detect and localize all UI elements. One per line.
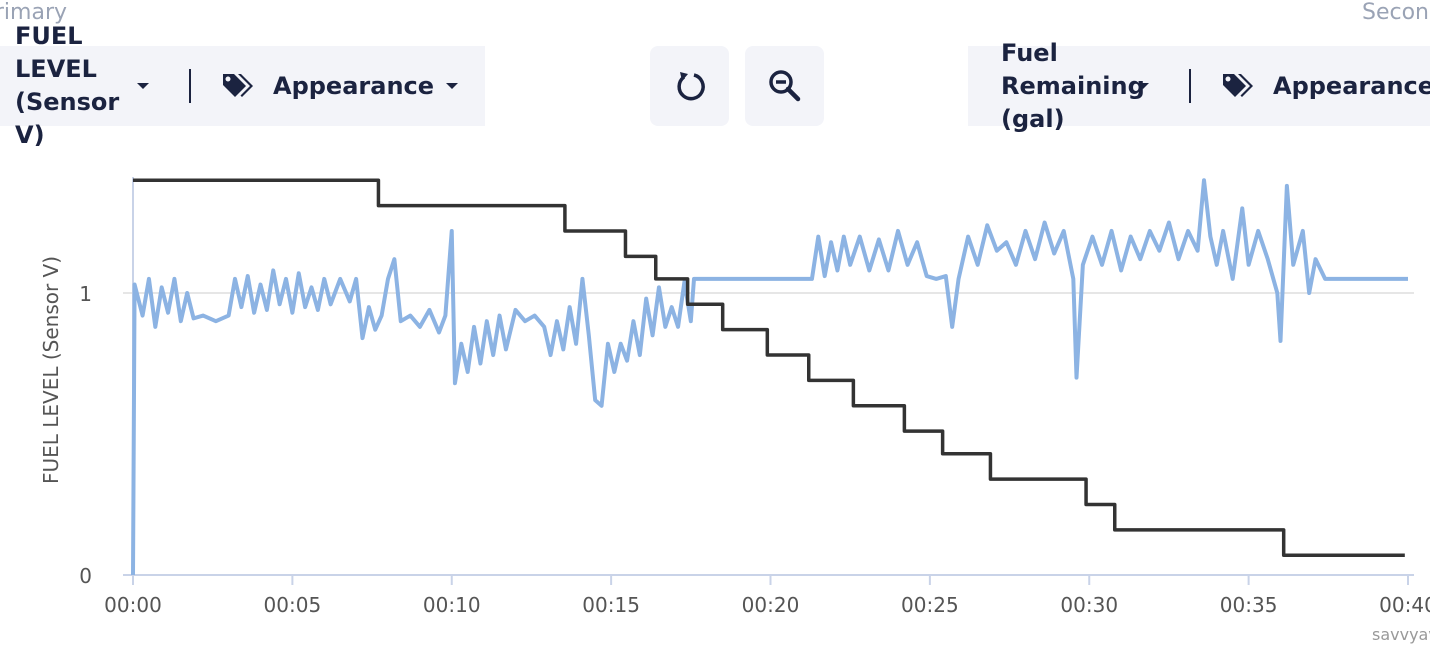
primary-axis-label: Primary <box>0 0 68 25</box>
fuel-remaining-series-line <box>133 178 1405 558</box>
x-tick-label: 00:05 <box>264 593 322 617</box>
chevron-down-icon <box>1137 83 1149 89</box>
credit-text: savvyaviation <box>1372 625 1430 644</box>
fuel-level-series-line <box>131 178 1408 576</box>
secondary-axis-label: Secondary <box>1362 0 1430 25</box>
divider <box>1189 69 1191 103</box>
appearance-label: Appearance <box>1273 72 1430 100</box>
x-tick-label: 00:30 <box>1060 593 1118 617</box>
secondary-toolbar: Fuel Remaining (gal) Appearance <box>968 39 1430 133</box>
x-tick-label: 00:35 <box>1220 593 1278 617</box>
y-tick-label: 0 <box>79 564 92 588</box>
tags-icon <box>1223 74 1253 97</box>
reset-icon <box>676 72 705 101</box>
x-tick-label: 00:25 <box>901 593 959 617</box>
x-tick-label: 00:15 <box>582 593 640 617</box>
divider <box>189 69 191 103</box>
secondary-series-select[interactable]: Fuel Remaining (gal) <box>1001 37 1149 136</box>
x-tick-label: 00:40 <box>1379 593 1430 617</box>
reset-zoom-button[interactable] <box>650 46 729 126</box>
x-tick-label: 00:20 <box>742 593 800 617</box>
zoom-out-button[interactable] <box>745 46 824 126</box>
tags-icon <box>223 74 253 97</box>
primary-toolbar: FUEL LEVEL (Sensor V) Appearance <box>0 22 485 149</box>
secondary-series-label: Fuel Remaining (gal) <box>1001 38 1145 133</box>
y-tick-label: 1 <box>79 282 92 306</box>
x-tick-label: 00:10 <box>423 593 481 617</box>
primary-appearance-button[interactable]: Appearance <box>221 71 459 101</box>
x-tick-label: 00:00 <box>104 593 162 617</box>
chevron-down-icon <box>137 83 149 89</box>
zoom-out-icon <box>768 70 800 102</box>
appearance-label: Appearance <box>273 72 435 100</box>
chevron-down-icon <box>446 83 459 89</box>
primary-series-label: FUEL LEVEL (Sensor V) <box>15 22 120 149</box>
secondary-appearance-button[interactable]: Appearance <box>1221 71 1430 101</box>
primary-series-select[interactable]: FUEL LEVEL (Sensor V) <box>15 20 149 152</box>
y-axis-title: FUEL LEVEL (Sensor V) <box>39 256 63 484</box>
